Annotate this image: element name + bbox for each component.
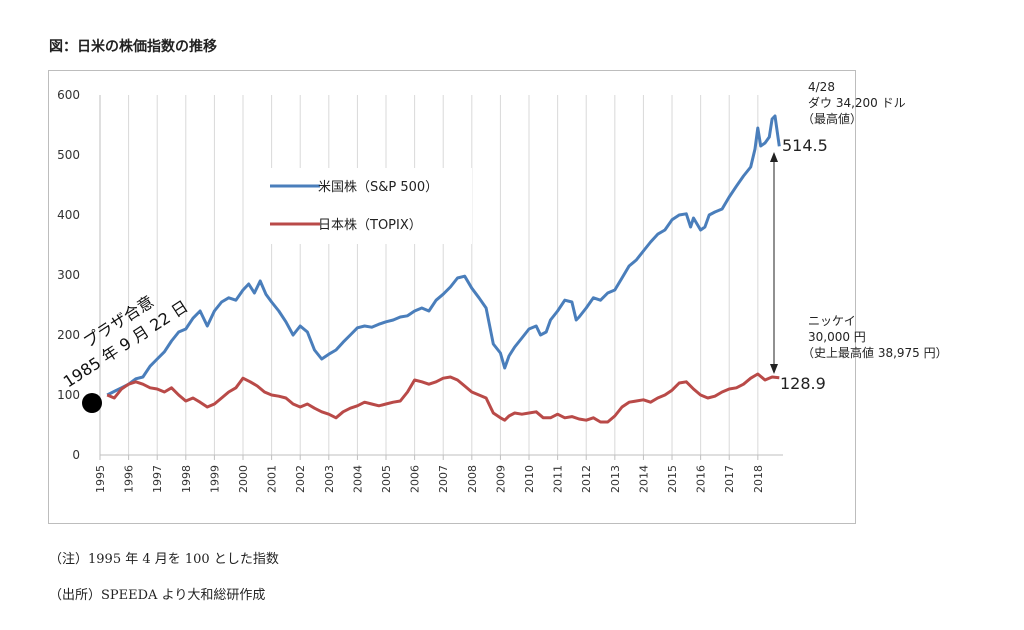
y-tick-label: 500 (57, 148, 80, 162)
x-tick-label: 2016 (695, 465, 708, 493)
legend-background (246, 168, 472, 244)
x-tick-label: 2001 (266, 465, 279, 493)
footnote-source: （出所）SPEEDA より大和総研作成 (49, 588, 266, 603)
x-tick-label: 2006 (409, 465, 422, 493)
y-tick-label: 400 (57, 208, 80, 222)
x-tick-label: 2012 (580, 465, 593, 493)
y-tick-label: 100 (57, 388, 80, 402)
x-tick-label: 2000 (237, 465, 250, 493)
x-tick-label: 2007 (437, 465, 450, 493)
y-tick-label: 200 (57, 328, 80, 342)
x-tick-label: 2009 (494, 465, 507, 493)
legend-jp-label: 日本株（TOPIX） (318, 218, 422, 233)
x-tick-label: 2018 (752, 465, 765, 493)
dow-value: ダウ 34,200 ドル (808, 95, 906, 110)
x-tick-label: 2005 (380, 465, 393, 493)
figure-title: 図：日米の株価指数の推移 (49, 39, 217, 55)
plaza-accord-marker (82, 393, 102, 413)
jp-end-value: 128.9 (780, 374, 826, 393)
dow-date: 4/28 (808, 80, 835, 94)
x-tick-label: 1998 (180, 465, 193, 493)
nikkei-label: ニッケイ (808, 314, 856, 328)
x-tick-label: 2008 (466, 465, 479, 493)
x-tick-label: 2002 (294, 465, 307, 493)
x-tick-label: 2015 (666, 465, 679, 493)
grid-layer (99, 95, 759, 455)
legend: 米国株（S&P 500） 日本株（TOPIX） (246, 168, 472, 244)
axis-layer: 1995 1996 1997 1998 1999 2000 2001 2002 2003 2004… (57, 88, 783, 493)
series-layer (106, 114, 781, 424)
series-line-jp-topix (106, 372, 780, 424)
footnote-index-base: （注）1995 年 4 月を 100 とした指数 (49, 552, 279, 567)
x-tick-label: 1999 (208, 465, 221, 493)
y-tick-label: 600 (57, 88, 80, 102)
dow-note: （最高値） (802, 111, 862, 126)
series-line-us-sp500 (106, 114, 781, 397)
y-tick-label: 300 (57, 268, 80, 282)
x-tick-label: 1997 (151, 465, 164, 493)
x-tick-label: 2011 (552, 465, 565, 493)
chart-frame (48, 70, 856, 524)
comparison-arrow (770, 152, 778, 374)
us-end-value: 514.5 (782, 136, 828, 155)
x-tick-label: 2013 (609, 465, 622, 493)
x-tick-label: 1996 (123, 465, 136, 493)
y-tick-label: 0 (72, 448, 80, 462)
x-tick-label: 2017 (723, 465, 736, 493)
legend-us-label: 米国株（S&P 500） (318, 180, 438, 195)
nikkei-note: （史上最高値 38,975 円） (802, 345, 948, 360)
x-tick-label: 2014 (637, 465, 650, 493)
x-tick-label: 2004 (351, 465, 364, 493)
x-tick-label: 2003 (323, 465, 336, 493)
x-tick-label: 1995 (94, 465, 107, 493)
x-tick-label: 2010 (523, 465, 536, 493)
nikkei-value: 30,000 円 (808, 330, 866, 344)
